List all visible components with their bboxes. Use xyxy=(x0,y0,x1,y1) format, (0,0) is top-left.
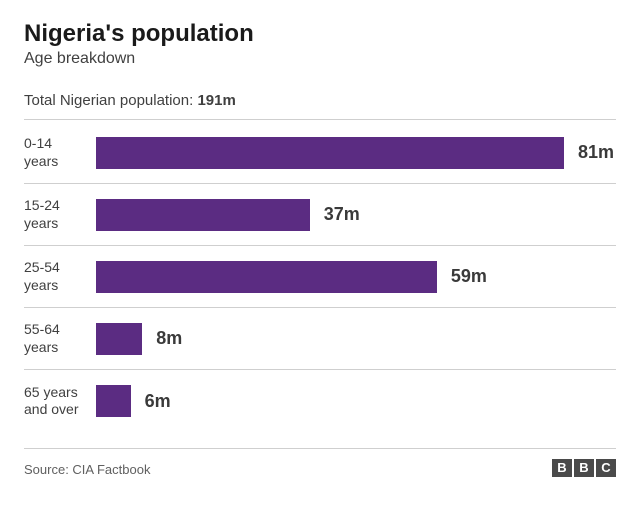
bar-wrap: 37m xyxy=(96,199,616,231)
source-text: Source: CIA Factbook xyxy=(24,462,150,477)
category-label: 25-54 years xyxy=(24,259,96,294)
category-label: 65 yearsand over xyxy=(24,384,96,419)
bar-wrap: 59m xyxy=(96,261,616,293)
bar-row: 25-54 years 59m xyxy=(24,246,616,308)
bar-chart: 0-14 years 81m 15-24 years 37m 25-54 years 59m 55… xyxy=(24,119,616,432)
bbc-logo-letter: B xyxy=(574,459,594,477)
category-line2: years xyxy=(24,277,58,293)
bar xyxy=(96,385,131,417)
bar xyxy=(96,137,564,169)
bar-wrap: 6m xyxy=(96,385,616,417)
bar-row: 65 yearsand over 6m xyxy=(24,370,616,432)
category-line2: years xyxy=(24,339,58,355)
bar-row: 55-64 years 8m xyxy=(24,308,616,370)
total-population-line: Total Nigerian population: 191m xyxy=(24,92,616,109)
chart-subtitle: Age breakdown xyxy=(24,50,616,68)
category-line1: 65 years xyxy=(24,384,78,400)
category-line1: 15-24 xyxy=(24,197,60,213)
bar-row: 0-14 years 81m xyxy=(24,122,616,184)
category-line2: years xyxy=(24,215,58,231)
bar xyxy=(96,199,310,231)
category-line2: years xyxy=(24,153,58,169)
bar-value-label: 8m xyxy=(156,328,182,349)
bar xyxy=(96,323,142,355)
chart-title: Nigeria's population xyxy=(24,20,616,48)
bbc-logo-letter: C xyxy=(596,459,616,477)
category-line2: and over xyxy=(24,401,78,417)
bbc-logo: B B C xyxy=(552,459,616,477)
bar-value-label: 37m xyxy=(324,204,360,225)
bar-row: 15-24 years 37m xyxy=(24,184,616,246)
category-line1: 0-14 xyxy=(24,135,52,151)
total-value: 191m xyxy=(197,92,235,109)
footer: Source: CIA Factbook B B C xyxy=(24,448,616,477)
category-line1: 55-64 xyxy=(24,321,60,337)
bbc-logo-letter: B xyxy=(552,459,572,477)
category-label: 0-14 years xyxy=(24,135,96,170)
category-label: 55-64 years xyxy=(24,321,96,356)
category-label: 15-24 years xyxy=(24,197,96,232)
bar xyxy=(96,261,437,293)
bar-wrap: 81m xyxy=(96,137,616,169)
bar-value-label: 81m xyxy=(578,142,614,163)
bar-value-label: 59m xyxy=(451,266,487,287)
bar-wrap: 8m xyxy=(96,323,616,355)
total-prefix: Total Nigerian population: xyxy=(24,92,197,109)
bar-value-label: 6m xyxy=(145,391,171,412)
category-line1: 25-54 xyxy=(24,259,60,275)
